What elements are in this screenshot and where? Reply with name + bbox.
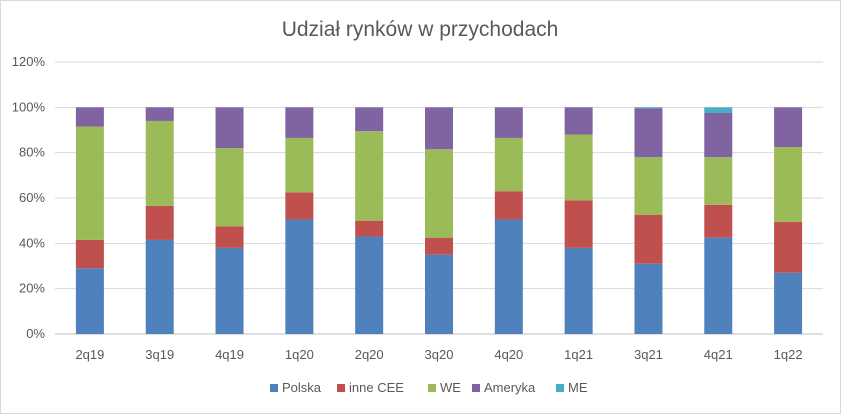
y-tick-label: 80% [19,145,45,160]
bar-segment-polska [564,247,593,334]
bar-segment-ameryka [564,107,593,135]
bar-segment-we [774,147,803,222]
y-tick-label: 120% [12,54,46,69]
bar-segment-we [494,137,523,192]
y-tick-label: 40% [19,235,45,250]
x-tick-label: 2q20 [355,347,384,362]
bar-segment-ameryka [355,107,384,132]
legend-swatch [270,384,278,392]
x-tick-label: 1q22 [774,347,803,362]
bar-segment-polska [494,219,523,334]
bar-segment-inne-cee [215,226,244,248]
bar-segment-ameryka [285,107,314,138]
bar-segment-inne-cee [774,221,803,273]
bar-segment-me [634,107,663,109]
x-tick-label: 3q21 [634,347,663,362]
x-tick-label: 2q19 [75,347,104,362]
x-tick-label: 4q20 [494,347,523,362]
x-tick-label: 3q19 [145,347,174,362]
bar-segment-we [145,120,174,206]
bar-segment-polska [215,247,244,334]
bar-segment-inne-cee [564,200,593,248]
bar-segment-ameryka [494,107,523,138]
bar-segment-ameryka [75,107,104,127]
bar-segment-polska [145,239,174,334]
bar-segment-inne-cee [425,237,453,255]
y-axis-ticks: 0% 20% 40% 60% 80% 100% 120% [12,54,46,341]
legend-label: Ameryka [484,380,536,395]
legend-label: inne CEE [349,380,404,395]
bar-segment-polska [355,236,384,334]
bar-segment-we [285,137,314,193]
x-tick-label: 4q21 [704,347,733,362]
legend: Polska inne CEE WE Ameryka ME [270,380,588,395]
bars [75,107,803,334]
bar-segment-ameryka [774,107,803,147]
y-tick-label: 0% [26,326,45,341]
legend-label: WE [440,380,461,395]
bar-segment-inne-cee [494,191,523,220]
bar-segment-we [425,149,453,238]
chart-title: Udział rynków w przychodach [282,18,559,41]
legend-swatch [428,384,436,392]
y-tick-label: 20% [19,281,45,296]
bar-segment-polska [704,237,733,334]
bar-segment-ameryka [704,113,733,158]
bar-segment-inne-cee [145,205,174,240]
bar-segment-polska [774,272,803,334]
bar-segment-inne-cee [634,215,663,264]
bar-segment-we [564,134,593,201]
x-axis-ticks: 2q19 3q19 4q19 1q20 2q20 3q20 4q20 1q21 3q21 4q21… [75,347,802,362]
legend-swatch [556,384,564,392]
bar-segment-we [704,157,733,205]
x-tick-label: 1q20 [285,347,314,362]
bar-segment-polska [634,263,663,334]
y-tick-label: 60% [19,190,45,205]
bar-segment-ameryka [145,107,174,121]
x-tick-label: 1q21 [564,347,593,362]
bar-segment-we [215,148,244,227]
bar-segment-ameryka [425,107,453,150]
bar-segment-ameryka [634,108,663,158]
bar-segment-ameryka [215,107,244,149]
legend-label: ME [568,380,588,395]
bar-segment-we [634,157,663,215]
bar-segment-inne-cee [285,192,314,220]
legend-label: Polska [282,380,322,395]
y-tick-label: 100% [12,99,46,114]
bar-segment-inne-cee [355,220,384,237]
bar-segment-polska [425,254,453,334]
bar-segment-we [75,126,104,240]
bar-segment-me [704,107,733,113]
bar-segment-polska [75,268,104,334]
bar-segment-we [355,131,384,221]
bar-segment-inne-cee [704,204,733,238]
bar-segment-inne-cee [75,239,104,269]
legend-swatch [472,384,480,392]
x-tick-label: 3q20 [425,347,454,362]
x-tick-label: 4q19 [215,347,244,362]
bar-segment-polska [285,219,314,334]
legend-swatch [337,384,345,392]
